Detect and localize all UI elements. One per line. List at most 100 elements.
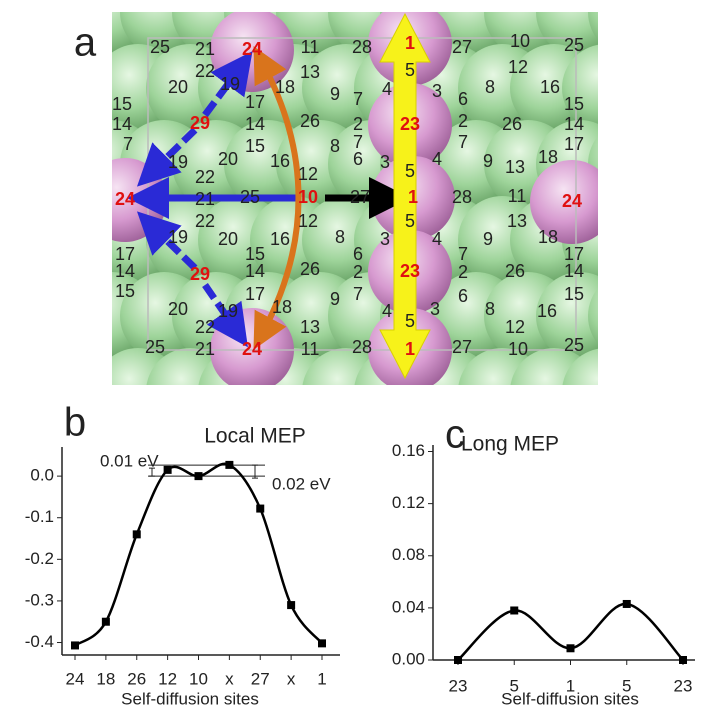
site-label: 13 [300,62,320,82]
site-label: 6 [353,244,363,264]
site-label: 7 [458,244,468,264]
sphere [614,196,702,284]
site-label: 25 [564,335,584,355]
x-tick-label: 23 [674,676,693,695]
site-label: 8 [485,299,495,319]
site-label: 8 [335,227,345,247]
site-label: 12 [298,211,318,231]
y-tick-label: 0.08 [392,545,425,564]
point [623,600,631,608]
site-label: 5 [405,211,415,231]
site-label: 18 [538,147,558,167]
point [679,656,687,664]
site-label: 20 [168,299,188,319]
site-label: 28 [352,337,372,357]
site-label: 14 [245,114,265,134]
site-label: 13 [300,317,320,337]
site-label: 25 [240,187,260,207]
site-label: 21 [195,39,215,59]
site-label: 28 [352,37,372,57]
x-tick-label: 24 [66,669,85,688]
site-label: 14 [112,114,132,134]
x-tick-label: 1 [317,669,326,688]
site-label: 16 [540,77,560,97]
sphere [562,348,650,436]
site-label: 9 [330,84,340,104]
site-label: 10 [298,187,318,207]
y-tick-label: -0.2 [25,549,54,568]
sphere [614,44,702,132]
point [287,601,295,609]
site-label: 14 [564,114,584,134]
point [567,644,575,652]
site-label: 10 [508,339,528,359]
y-tick-label: 0.16 [392,441,425,460]
site-label: 2 [353,114,363,134]
site-label: 21 [195,339,215,359]
site-label: 6 [458,286,468,306]
site-label: 19 [218,301,238,321]
site-label: 17 [564,134,584,154]
site-label: 14 [564,261,584,281]
x-tick-label: 12 [158,669,177,688]
site-label: 24 [115,189,135,209]
site-label: 3 [430,299,440,319]
site-label: 27 [452,337,472,357]
point [164,466,172,474]
site-label: 3 [380,229,390,249]
site-label: 12 [508,57,528,77]
site-label: 26 [502,114,522,134]
point [71,641,79,649]
x-axis-label: Self-diffusion sites [501,689,639,708]
chart-title: Long MEP [461,433,559,456]
site-label: 15 [245,136,265,156]
site-label: 17 [245,92,265,112]
x-tick-label: 26 [127,669,146,688]
site-label: 18 [275,77,295,97]
site-label: 9 [330,289,340,309]
site-label: 24 [242,339,262,359]
site-label: 15 [564,284,584,304]
site-label: 3 [380,152,390,172]
site-label: 24 [242,39,262,59]
figure: 2521241128127102522135122019184381697615… [0,0,702,711]
site-label: 23 [400,261,420,281]
x-tick-label: 18 [96,669,115,688]
site-label: 11 [508,186,527,206]
y-tick-label: -0.1 [25,507,54,526]
site-label: 4 [382,79,392,99]
site-label: 2 [458,111,468,131]
site-label: 22 [195,317,215,337]
sphere [614,348,702,436]
site-label: 9 [483,229,493,249]
site-label: 20 [218,229,238,249]
sphere [588,120,676,208]
site-label: 27 [350,187,370,207]
site-label: 25 [564,35,584,55]
site-label: 20 [218,149,238,169]
site-label: 3 [432,81,442,101]
site-label: 22 [195,61,215,81]
site-label: 7 [353,89,363,109]
site-label: 29 [190,264,210,284]
site-label: 1 [408,187,418,207]
point [225,461,233,469]
point [256,505,264,513]
sphere [588,272,676,360]
site-label: 28 [452,187,472,207]
site-label: 21 [195,189,215,209]
x-tick-label: x [225,669,234,688]
y-tick-label: 0.04 [392,597,425,616]
site-label: 4 [382,301,392,321]
spheres [68,0,702,436]
site-label: 27 [452,37,472,57]
panel-label: b [64,401,86,445]
chart-title: Local MEP [204,425,306,448]
site-label: 8 [330,136,340,156]
site-label: 9 [483,151,493,171]
annotation: 0.02 eV [272,474,331,493]
site-label: 5 [405,161,415,181]
point [510,606,518,614]
site-label: 6 [353,149,363,169]
